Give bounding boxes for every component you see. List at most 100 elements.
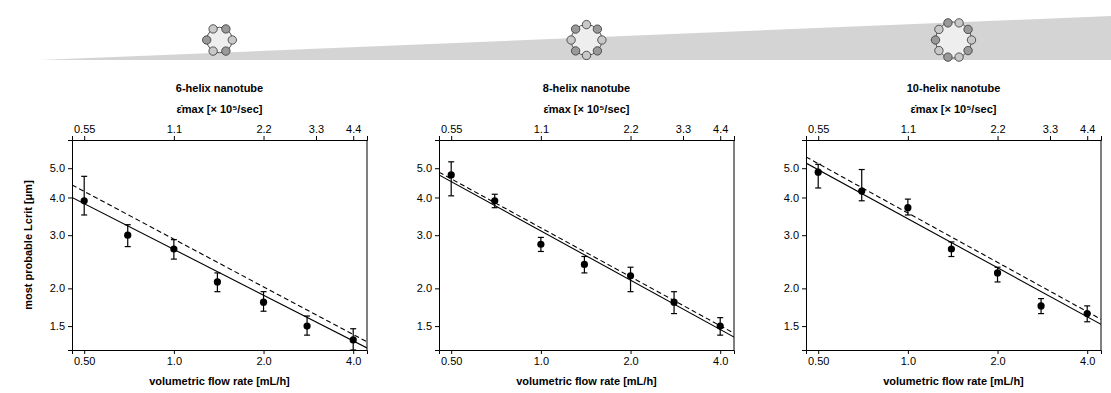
tick-label: 3.3 (676, 123, 691, 135)
tick: 1.1 (901, 123, 916, 140)
x2-axis-title: ε̇max [× 10⁵/sec] (911, 103, 997, 115)
tick-label: 2.0 (784, 282, 799, 294)
plot-area (439, 162, 734, 337)
x2-axis: 0.551.12.23.34.4 (807, 123, 1102, 141)
tick-label: 2.0 (50, 282, 65, 294)
nanotube-body (936, 22, 972, 58)
tick: 1.5 (417, 320, 439, 332)
error-cap (1084, 321, 1090, 322)
x-axis-title: volumetric flow rate [mL/h] (149, 375, 290, 387)
tick: 1.0 (167, 350, 182, 367)
error-cap (171, 259, 177, 260)
tick-mark (631, 350, 632, 354)
error-cap (995, 281, 1001, 282)
panel-title: 8-helix nanotube (543, 82, 630, 94)
tick-mark (802, 288, 806, 289)
tick-label: 3.0 (50, 229, 65, 241)
data-point (904, 204, 911, 211)
tick-label: 4.4 (713, 123, 728, 135)
error-cap (1084, 305, 1090, 306)
tick-mark (451, 136, 452, 140)
tick: 2.2 (256, 123, 271, 140)
tick-label: 1.1 (901, 123, 916, 135)
tick-mark (908, 136, 909, 140)
tick: 4.0 (713, 350, 728, 367)
error-cap (81, 214, 87, 215)
helix (931, 36, 939, 44)
tick-mark (174, 350, 175, 354)
helix (571, 47, 579, 55)
helix (222, 47, 230, 55)
error-cap (538, 251, 544, 252)
tick: 0.55 (808, 123, 829, 140)
tick: 5.0 (50, 162, 72, 174)
tick-mark (353, 350, 354, 354)
helix (582, 51, 590, 59)
axis-line (73, 136, 368, 141)
tick-label: 0.50 (441, 355, 462, 367)
nanotube-icon (931, 19, 975, 62)
tick: 0.55 (74, 123, 95, 140)
y-axis: 1.52.03.04.05.0 (50, 141, 73, 351)
tick-mark (802, 197, 806, 198)
tick: 2.0 (417, 282, 439, 294)
tick-label: 1.1 (534, 123, 549, 135)
tick-label: 0.55 (74, 123, 95, 135)
tick-mark (264, 350, 265, 354)
fit-line (72, 185, 367, 342)
tick-label: 4.0 (713, 355, 728, 367)
axis-line (73, 351, 368, 355)
x-axis-title: volumetric flow rate [mL/h] (883, 375, 1024, 387)
tick: 4.0 (1080, 350, 1095, 367)
error-cap (905, 214, 911, 215)
axis-line (802, 141, 807, 351)
panel: 10-helix nanotube0.501.02.04.00.551.12.2… (784, 19, 1102, 387)
tick-mark (68, 168, 72, 169)
tick-mark (264, 136, 265, 140)
data-point (214, 278, 221, 285)
helix (598, 36, 606, 44)
tick-label: 4.4 (1080, 123, 1095, 135)
tick: 3.3 (309, 123, 324, 140)
y-axis: 1.52.03.04.05.0 (784, 141, 807, 351)
tick-label: 4.0 (346, 355, 361, 367)
tick-label: 2.2 (623, 123, 638, 135)
tick-mark (720, 136, 721, 140)
y-axis-title: most probable Lcrit [μm] (22, 180, 34, 310)
helix (967, 36, 975, 44)
tick-mark (1087, 136, 1088, 140)
tick: 2.2 (990, 123, 1005, 140)
error-cap (448, 195, 454, 196)
tick-mark (818, 350, 819, 354)
tick-label: 0.55 (808, 123, 829, 135)
tick-label: 4.0 (784, 191, 799, 203)
helix (935, 46, 943, 54)
error-cap (304, 335, 310, 336)
axis-line (440, 136, 735, 141)
error-bar (84, 176, 85, 215)
error-cap (859, 200, 865, 201)
tick-mark (68, 235, 72, 236)
helix (222, 25, 230, 33)
helix (203, 36, 211, 44)
tick: 0.55 (441, 123, 462, 140)
tick: 1.5 (50, 320, 72, 332)
tick-label: 1.5 (50, 320, 65, 332)
tick-label: 0.50 (74, 355, 95, 367)
axis-line (68, 141, 73, 351)
tick-mark (541, 136, 542, 140)
data-point (537, 241, 544, 248)
error-cap (859, 169, 865, 170)
error-cap (717, 317, 723, 318)
panel: 8-helix nanotube0.501.02.04.00.551.12.23… (417, 20, 735, 387)
panel-title: 10-helix nanotube (907, 82, 1001, 94)
tick: 5.0 (417, 162, 439, 174)
axis-line (807, 351, 1102, 355)
tick-label: 2.2 (990, 123, 1005, 135)
data-point (303, 322, 310, 329)
tick-label: 1.5 (417, 320, 432, 332)
tick-mark (818, 136, 819, 140)
axis-line (440, 351, 735, 355)
tick: 3.0 (50, 229, 72, 241)
tick-mark (998, 136, 999, 140)
